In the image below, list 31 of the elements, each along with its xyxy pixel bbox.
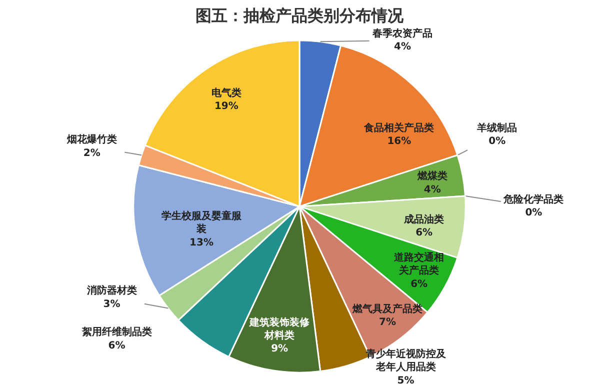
slice-label: 电气类 [211, 87, 242, 100]
text: 0% [488, 136, 506, 148]
data-label: 9% [271, 344, 288, 355]
data-label: 13% [190, 237, 214, 248]
slice-label: 食品相关产品类 [363, 122, 434, 134]
data-label: 4% [424, 184, 441, 196]
data-label: 4% [394, 41, 411, 52]
data-label: 6% [416, 228, 433, 238]
slice-label: 道路交通相关产品类 [393, 252, 444, 277]
data-label: 5% [397, 375, 414, 386]
chart-title: 图五：抽检产品类别分布情况 [196, 6, 404, 25]
data-label: 2% [83, 148, 100, 159]
legend-label: 危险化学品类 [502, 193, 564, 206]
slice-label: 燃气具及产品类 [352, 302, 423, 315]
slice-label: 学生校服及婴童服装 [161, 210, 242, 236]
data-label: 3% [103, 298, 120, 310]
slice-label: 建筑装饰装修材料类 [248, 316, 311, 342]
text: 0% [525, 208, 542, 219]
data-label: 19% [214, 101, 238, 112]
slice-label: 春季农资产品 [371, 27, 432, 40]
data-label: 6% [108, 340, 126, 352]
category-label: 羊绒制品 [477, 122, 518, 134]
slice-label: 消防器材类 [86, 284, 137, 297]
slice-label: 絮用纤维制品类 [80, 326, 152, 338]
data-label: 6% [410, 278, 428, 290]
slice-label: 燃煤类 [416, 170, 448, 182]
slice-label: 烟花爆竹类 [66, 134, 117, 146]
data-label: 16% [387, 136, 412, 148]
slice-label: 青少年近视防控及老年人用品类 [364, 348, 447, 374]
data-label: 7% [379, 317, 396, 328]
slice-label: 成品油类 [403, 213, 444, 226]
